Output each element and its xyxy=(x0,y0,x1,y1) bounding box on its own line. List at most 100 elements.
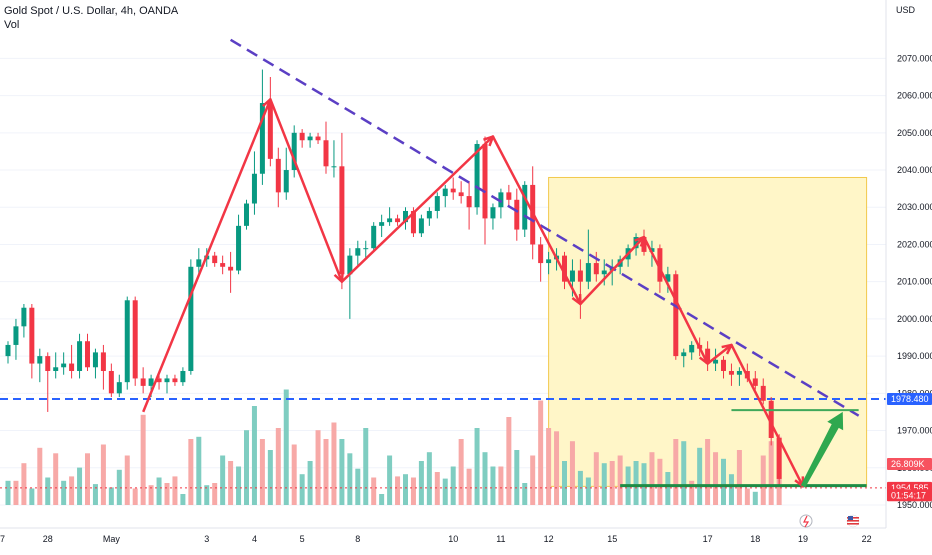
candle xyxy=(418,214,424,238)
volume-bar xyxy=(538,400,544,505)
volume-bar xyxy=(403,474,408,505)
zigzag-arrowhead xyxy=(634,235,646,247)
x-tick-label: 11 xyxy=(496,534,505,544)
price-tag-bg xyxy=(887,392,932,405)
volume-bar xyxy=(180,494,186,505)
candle xyxy=(522,181,528,238)
candle-body xyxy=(387,218,393,223)
candle-body xyxy=(132,300,138,379)
volume-bar xyxy=(212,483,218,505)
volume-bar xyxy=(736,450,742,505)
candle-body xyxy=(323,140,329,167)
candle-body xyxy=(299,132,305,141)
candle xyxy=(665,266,671,293)
volume-bar xyxy=(585,477,591,505)
candle-body xyxy=(259,103,265,174)
zigzag-arrowhead xyxy=(333,271,344,283)
volume-bar xyxy=(164,483,170,505)
candle xyxy=(721,356,726,379)
candle xyxy=(713,348,719,371)
volume-bar xyxy=(188,439,194,505)
candle-body xyxy=(577,270,583,282)
candle-body xyxy=(752,378,758,386)
candle xyxy=(196,248,202,275)
candle-body xyxy=(546,259,552,264)
candle xyxy=(736,367,742,386)
candle-body xyxy=(283,170,289,193)
volume-bar xyxy=(768,441,774,505)
y-tick-label: 1970.000 xyxy=(897,426,932,436)
volume-bar xyxy=(244,430,249,505)
zigzag-arrowhead xyxy=(571,293,582,306)
volume-bar xyxy=(721,458,726,505)
candle xyxy=(251,151,257,215)
candle xyxy=(482,136,488,245)
candle xyxy=(673,270,679,360)
volume-bar xyxy=(569,441,575,505)
volume-bar xyxy=(291,444,297,505)
volume-label: Vol xyxy=(4,19,20,31)
candle xyxy=(69,344,75,379)
candle-body xyxy=(768,400,774,438)
volume-bar xyxy=(673,439,679,505)
price-tag: 26.809K xyxy=(887,458,932,471)
volume-bar xyxy=(77,467,83,505)
candle-body xyxy=(585,263,591,282)
x-tick-label: 28 xyxy=(43,534,53,544)
candle-body xyxy=(228,266,234,271)
candle xyxy=(85,333,90,371)
symbol-title: Gold Spot / U.S. Dollar, 4h, OANDA xyxy=(4,5,179,17)
zigzag-arrowhead xyxy=(794,476,805,488)
candle-body xyxy=(776,437,782,479)
volume-bar xyxy=(379,494,385,505)
volume-bar xyxy=(283,389,289,505)
volume-bar xyxy=(554,431,560,505)
candle-body xyxy=(371,225,377,249)
candle-body xyxy=(538,244,544,264)
candle-body xyxy=(514,199,520,230)
candle xyxy=(689,341,695,360)
candle xyxy=(267,76,273,167)
zigzag-arrowhead xyxy=(483,135,495,147)
candle xyxy=(140,367,146,394)
candle-body xyxy=(140,378,146,386)
candle xyxy=(37,348,43,383)
candle xyxy=(458,181,464,204)
candle xyxy=(331,140,337,178)
candle xyxy=(490,203,496,230)
volume-bar xyxy=(434,472,440,505)
candle xyxy=(506,184,512,208)
volume-bar xyxy=(172,476,178,505)
volume-bar xyxy=(148,485,154,505)
candle xyxy=(45,352,51,412)
candle xyxy=(752,370,758,390)
candle xyxy=(593,251,599,282)
x-tick-label: 18 xyxy=(750,534,760,544)
volume-bar xyxy=(760,455,766,505)
candle-body xyxy=(291,132,297,171)
volume-bar xyxy=(371,477,377,505)
candle-body xyxy=(601,270,607,275)
candle xyxy=(61,352,67,375)
volume-bar xyxy=(220,455,226,505)
lightning-icon xyxy=(799,514,813,528)
volume-bar xyxy=(259,439,265,505)
volume-bar xyxy=(100,444,106,505)
candle xyxy=(259,69,265,185)
candle-body xyxy=(665,274,671,282)
y-tick-label: 2060.000 xyxy=(897,91,932,101)
us-flag-stripe xyxy=(847,523,859,525)
y-tick-label: 2020.000 xyxy=(897,239,932,249)
candle-body xyxy=(53,367,59,371)
price-tag-label: 1978.480 xyxy=(891,394,929,404)
candle xyxy=(395,214,401,226)
volume-bar xyxy=(116,469,122,505)
candle-body xyxy=(29,307,35,364)
candle xyxy=(498,188,504,219)
candle-body xyxy=(458,192,464,197)
candle xyxy=(172,374,178,386)
candle-body xyxy=(713,359,719,364)
candle xyxy=(387,207,393,226)
